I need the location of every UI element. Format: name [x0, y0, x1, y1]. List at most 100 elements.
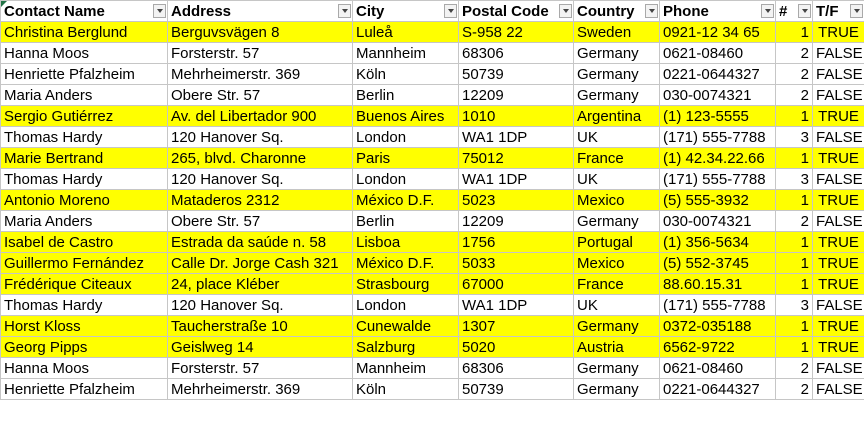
cell-tf[interactable]: FALSE [812, 84, 864, 106]
cell-postal[interactable]: 5023 [458, 189, 574, 211]
cell-address[interactable]: Forsterstr. 57 [167, 357, 353, 379]
cell-num[interactable]: 2 [775, 378, 813, 400]
cell-country[interactable]: Mexico [573, 189, 660, 211]
cell-tf[interactable]: FALSE [812, 210, 864, 232]
cell-country[interactable]: France [573, 147, 660, 169]
cell-country[interactable]: Argentina [573, 105, 660, 127]
cell-phone[interactable]: (5) 552-3745 [659, 252, 776, 274]
cell-postal[interactable]: WA1 1DP [458, 294, 574, 316]
cell-postal[interactable]: 50739 [458, 378, 574, 400]
cell-num[interactable]: 2 [775, 84, 813, 106]
filter-dropdown-icon[interactable] [559, 4, 572, 18]
cell-tf[interactable]: FALSE [812, 126, 864, 148]
cell-postal[interactable]: 5033 [458, 252, 574, 274]
cell-address[interactable]: 120 Hanover Sq. [167, 168, 353, 190]
cell-num[interactable]: 3 [775, 126, 813, 148]
cell-address[interactable]: Obere Str. 57 [167, 84, 353, 106]
cell-address[interactable]: 265, blvd. Charonne [167, 147, 353, 169]
cell-num[interactable]: 2 [775, 357, 813, 379]
cell-address[interactable]: Forsterstr. 57 [167, 42, 353, 64]
cell-phone[interactable]: 030-0074321 [659, 84, 776, 106]
cell-num[interactable]: 3 [775, 168, 813, 190]
cell-phone[interactable]: (171) 555-7788 [659, 168, 776, 190]
cell-num[interactable]: 2 [775, 42, 813, 64]
cell-country[interactable]: UK [573, 126, 660, 148]
cell-phone[interactable]: 0221-0644327 [659, 63, 776, 85]
cell-tf[interactable]: FALSE [812, 294, 864, 316]
cell-tf[interactable]: FALSE [812, 42, 864, 64]
cell-city[interactable]: Buenos Aires [352, 105, 459, 127]
cell-postal[interactable]: 12209 [458, 84, 574, 106]
cell-city[interactable]: Mannheim [352, 42, 459, 64]
cell-country[interactable]: Germany [573, 378, 660, 400]
cell-tf[interactable]: FALSE [812, 168, 864, 190]
cell-tf[interactable]: FALSE [812, 378, 864, 400]
cell-postal[interactable]: 68306 [458, 42, 574, 64]
cell-name[interactable]: Maria Anders [0, 84, 168, 106]
cell-name[interactable]: Thomas Hardy [0, 126, 168, 148]
cell-address[interactable]: Berguvsvägen 8 [167, 21, 353, 43]
filter-dropdown-icon[interactable] [444, 4, 457, 18]
cell-tf[interactable]: TRUE [812, 252, 864, 274]
column-header-name[interactable]: Contact Name [0, 0, 168, 22]
cell-name[interactable]: Isabel de Castro [0, 231, 168, 253]
cell-address[interactable]: Taucherstraße 10 [167, 315, 353, 337]
cell-phone[interactable]: (1) 356-5634 [659, 231, 776, 253]
cell-num[interactable]: 1 [775, 252, 813, 274]
cell-name[interactable]: Marie Bertrand [0, 147, 168, 169]
filter-dropdown-icon[interactable] [761, 4, 774, 18]
cell-address[interactable]: Geislweg 14 [167, 336, 353, 358]
filter-dropdown-icon[interactable] [645, 4, 658, 18]
cell-city[interactable]: México D.F. [352, 252, 459, 274]
cell-address[interactable]: 120 Hanover Sq. [167, 294, 353, 316]
cell-country[interactable]: UK [573, 294, 660, 316]
filter-dropdown-icon[interactable] [850, 4, 863, 18]
cell-name[interactable]: Christina Berglund [0, 21, 168, 43]
cell-postal[interactable]: 1010 [458, 105, 574, 127]
cell-phone[interactable]: (1) 42.34.22.66 [659, 147, 776, 169]
cell-city[interactable]: Luleå [352, 21, 459, 43]
cell-city[interactable]: Köln [352, 63, 459, 85]
cell-name[interactable]: Frédérique Citeaux [0, 273, 168, 295]
cell-country[interactable]: Mexico [573, 252, 660, 274]
column-header-tf[interactable]: T/F [812, 0, 864, 22]
cell-postal[interactable]: 75012 [458, 147, 574, 169]
cell-phone[interactable]: 6562-9722 [659, 336, 776, 358]
cell-address[interactable]: Obere Str. 57 [167, 210, 353, 232]
cell-city[interactable]: Strasbourg [352, 273, 459, 295]
cell-country[interactable]: UK [573, 168, 660, 190]
cell-postal[interactable]: 12209 [458, 210, 574, 232]
cell-name[interactable]: Georg Pipps [0, 336, 168, 358]
cell-address[interactable]: Mehrheimerstr. 369 [167, 63, 353, 85]
column-header-city[interactable]: City [352, 0, 459, 22]
column-header-address[interactable]: Address [167, 0, 353, 22]
cell-city[interactable]: México D.F. [352, 189, 459, 211]
cell-city[interactable]: London [352, 126, 459, 148]
cell-name[interactable]: Henriette Pfalzheim [0, 63, 168, 85]
cell-phone[interactable]: 0621-08460 [659, 357, 776, 379]
cell-phone[interactable]: 88.60.15.31 [659, 273, 776, 295]
cell-tf[interactable]: TRUE [812, 21, 864, 43]
cell-phone[interactable]: (171) 555-7788 [659, 126, 776, 148]
cell-tf[interactable]: TRUE [812, 105, 864, 127]
cell-num[interactable]: 2 [775, 210, 813, 232]
cell-num[interactable]: 1 [775, 336, 813, 358]
cell-postal[interactable]: 1756 [458, 231, 574, 253]
cell-tf[interactable]: TRUE [812, 231, 864, 253]
cell-num[interactable]: 1 [775, 147, 813, 169]
cell-address[interactable]: Av. del Libertador 900 [167, 105, 353, 127]
cell-name[interactable]: Thomas Hardy [0, 168, 168, 190]
cell-num[interactable]: 2 [775, 63, 813, 85]
cell-postal[interactable]: 68306 [458, 357, 574, 379]
cell-tf[interactable]: TRUE [812, 147, 864, 169]
cell-city[interactable]: Mannheim [352, 357, 459, 379]
cell-city[interactable]: Lisboa [352, 231, 459, 253]
cell-address[interactable]: Mataderos 2312 [167, 189, 353, 211]
cell-num[interactable]: 1 [775, 315, 813, 337]
cell-city[interactable]: London [352, 168, 459, 190]
cell-name[interactable]: Hanna Moos [0, 42, 168, 64]
cell-postal[interactable]: 1307 [458, 315, 574, 337]
cell-name[interactable]: Horst Kloss [0, 315, 168, 337]
column-header-country[interactable]: Country [573, 0, 660, 22]
filter-dropdown-icon[interactable] [338, 4, 351, 18]
